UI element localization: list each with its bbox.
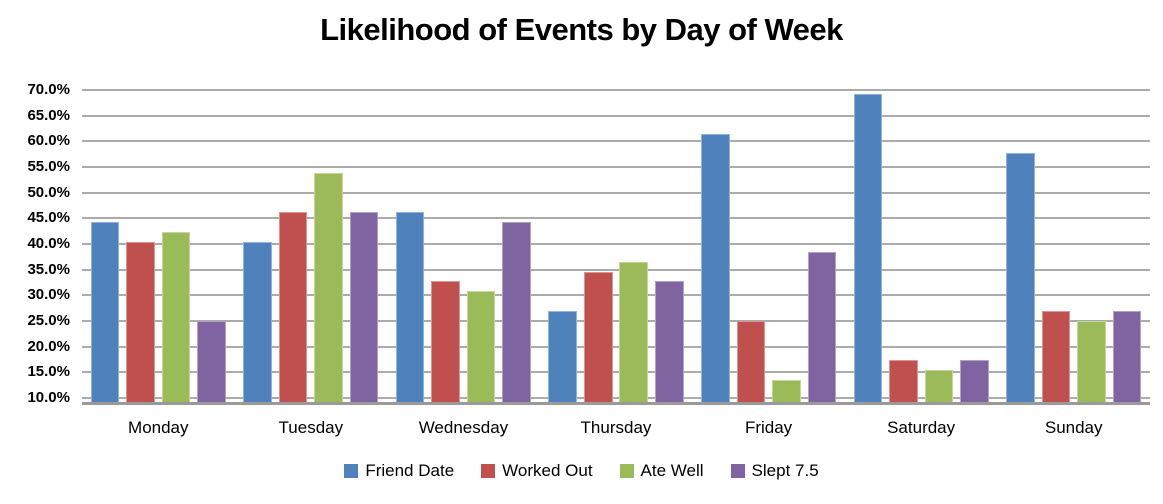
bar-worked-out-thursday xyxy=(583,271,613,403)
bar-worked-out-wednesday xyxy=(431,281,460,403)
bar-worked-out-sunday xyxy=(1041,311,1071,403)
legend-label-slept-7-5: Slept 7.5 xyxy=(751,461,819,480)
bar-ate-well-friday xyxy=(772,379,801,403)
legend-swatch-ate-well-icon xyxy=(619,464,634,478)
bar-friend-date-thursday xyxy=(548,311,578,403)
x-axis-label-saturday: Saturday xyxy=(887,418,956,437)
y-tick-label-25: 25.0% xyxy=(27,311,70,329)
gridline-15 xyxy=(82,371,1150,374)
gridline-60 xyxy=(82,140,1150,143)
gridline-30 xyxy=(82,294,1150,297)
bar-slept-7-5-tuesday xyxy=(349,212,379,403)
legend-item-ate-well: Ate Well xyxy=(619,461,704,481)
bar-slept-7-5-saturday xyxy=(960,360,989,403)
legend-swatch-worked-out-icon xyxy=(481,464,496,478)
y-tick-label-55: 55.0% xyxy=(27,157,70,175)
bar-ate-well-saturday xyxy=(924,370,954,403)
bar-ate-well-sunday xyxy=(1077,320,1106,403)
y-tick-label-10: 10.0% xyxy=(27,388,70,406)
bar-ate-well-monday xyxy=(161,232,191,403)
legend-item-friend-date: Friend Date xyxy=(344,461,454,481)
y-tick-label-20: 20.0% xyxy=(27,337,70,355)
y-tick-label-15: 15.0% xyxy=(27,363,70,381)
x-axis-line xyxy=(82,402,1150,405)
legend-item-worked-out: Worked Out xyxy=(481,461,593,481)
bar-ate-well-wednesday xyxy=(466,291,496,403)
bar-slept-7-5-wednesday xyxy=(502,222,531,403)
x-axis-label-friday: Friday xyxy=(744,418,793,437)
gridline-10 xyxy=(82,396,1150,399)
bar-slept-7-5-thursday xyxy=(654,281,684,403)
y-tick-label-40: 40.0% xyxy=(27,234,70,252)
y-tick-label-45: 45.0% xyxy=(27,209,70,227)
x-axis-label-sunday: Sunday xyxy=(1044,418,1103,437)
legend-swatch-friend-date-icon xyxy=(344,464,359,478)
chart-title: Likelihood of Events by Day of Week xyxy=(320,12,843,47)
bar-worked-out-saturday xyxy=(889,360,918,403)
gridline-50 xyxy=(82,191,1150,194)
x-axis-label-monday: Monday xyxy=(128,418,189,437)
bar-friend-date-saturday xyxy=(853,94,883,403)
gridline-35 xyxy=(82,268,1150,271)
gridline-20 xyxy=(82,345,1150,348)
bar-ate-well-thursday xyxy=(619,261,649,403)
bar-worked-out-monday xyxy=(126,241,155,403)
gridline-70 xyxy=(82,89,1150,91)
legend-item-slept-7-5: Slept 7.5 xyxy=(730,461,819,481)
bar-slept-7-5-sunday xyxy=(1112,311,1142,403)
y-tick-label-70: 70.0% xyxy=(27,81,70,98)
legend-label-worked-out: Worked Out xyxy=(502,461,593,480)
bar-friend-date-wednesday xyxy=(395,212,425,403)
legend-label-ate-well: Ate Well xyxy=(640,461,704,480)
y-tick-label-50: 50.0% xyxy=(27,183,70,201)
x-axis-label-tuesday: Tuesday xyxy=(278,418,344,437)
gridline-65 xyxy=(82,114,1150,117)
legend-label-friend-date: Friend Date xyxy=(365,461,455,480)
bar-friend-date-friday xyxy=(701,133,730,403)
bar-worked-out-friday xyxy=(736,320,766,403)
y-tick-label-35: 35.0% xyxy=(27,260,70,278)
gridline-25 xyxy=(82,319,1150,322)
bar-slept-7-5-monday xyxy=(197,320,226,403)
gridline-40 xyxy=(82,242,1150,245)
bar-friend-date-tuesday xyxy=(243,241,272,403)
legend: Friend Date Worked Out Ate Well Slept 7.5 xyxy=(0,461,1163,481)
x-axis-label-thursday: Thursday xyxy=(580,418,652,437)
gridline-55 xyxy=(82,165,1150,168)
legend-swatch-slept-7-5-icon xyxy=(730,464,745,478)
bar-worked-out-tuesday xyxy=(278,212,308,403)
bar-slept-7-5-friday xyxy=(807,251,837,403)
y-tick-label-65: 65.0% xyxy=(27,106,70,124)
bar-ate-well-tuesday xyxy=(314,173,343,403)
bar-friend-date-monday xyxy=(90,222,120,403)
bar-friend-date-sunday xyxy=(1006,153,1035,403)
x-axis-label-wednesday: Wednesday xyxy=(418,418,509,437)
y-tick-label-60: 60.0% xyxy=(27,132,70,150)
y-tick-label-30: 30.0% xyxy=(27,286,70,304)
gridline-45 xyxy=(82,217,1150,220)
